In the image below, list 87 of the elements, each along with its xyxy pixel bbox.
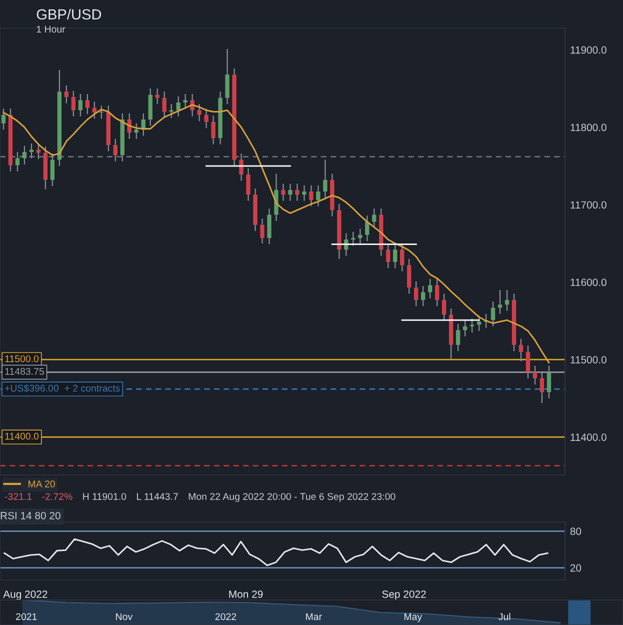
candlestick (498, 289, 502, 314)
annotation: Jul (498, 612, 510, 620)
candlestick (295, 183, 300, 202)
candlestick (169, 103, 174, 119)
candlestick (246, 168, 250, 202)
candlestick (351, 231, 356, 246)
candlestick (211, 115, 216, 145)
text: H 11901.0 (83, 493, 126, 500)
candlestick (92, 101, 97, 120)
y-tick-label: 11500.0 (570, 356, 606, 364)
candlestick (288, 183, 292, 202)
candlestick (1, 108, 6, 130)
annotation: 2022 (215, 613, 236, 620)
y-tick-label: 80 (570, 528, 582, 536)
candlestick (365, 214, 370, 242)
ref-line-label: 11400.0 (5, 432, 39, 440)
y-tick-label: 11900.0 (570, 46, 606, 54)
candlestick (393, 242, 398, 269)
text: L 11443.7 (136, 493, 178, 500)
candlestick (476, 314, 482, 332)
text: Sep 2022 (382, 590, 426, 600)
candlestick (71, 90, 76, 117)
candlestick (316, 184, 320, 207)
text: Mon 22 Aug 2022 20:00 - Tue 6 Sep 2022 23:00 (188, 493, 396, 502)
candlestick (239, 153, 244, 182)
candlestick (309, 184, 314, 207)
text: Mon 29 (229, 590, 263, 598)
candlestick (490, 300, 496, 327)
candlestick (85, 93, 90, 115)
candlestick (204, 108, 208, 129)
candlestick (532, 365, 538, 385)
candlestick (176, 96, 180, 117)
y-tick-label: 20 (570, 564, 582, 572)
y-tick-label: 11800.0 (570, 124, 606, 132)
text: -321.1 (4, 493, 32, 500)
candlestick (358, 228, 362, 245)
candlestick (162, 91, 166, 119)
candlestick (36, 142, 41, 160)
ref-line-label: +US$396.00 + 2 contracts (4, 384, 120, 392)
chart-title: RSI 14 80 20 (0, 512, 60, 520)
candlestick (22, 145, 27, 165)
candlestick (323, 159, 328, 198)
candlestick (183, 93, 188, 110)
text: MA 20 (28, 480, 55, 488)
chart-subtitle: 1 Hour (36, 26, 66, 33)
annotation: Nov (116, 613, 133, 620)
text: -2.72% (42, 493, 72, 500)
candlestick (546, 365, 552, 399)
candlestick (421, 285, 426, 307)
annotation: 2021 (16, 613, 37, 620)
candlestick (434, 278, 440, 307)
candlestick (400, 242, 404, 272)
candlestick (344, 232, 348, 256)
candlestick (470, 318, 474, 334)
candlestick (15, 151, 20, 172)
candlestick (29, 142, 34, 159)
y-tick-label: 11600.0 (570, 278, 606, 286)
candlestick (504, 289, 510, 312)
line-series (4, 538, 548, 566)
candlestick (442, 293, 446, 322)
candlestick (526, 345, 530, 379)
candlestick (225, 48, 230, 105)
candlestick (64, 84, 69, 104)
candlestick (134, 122, 138, 140)
candlestick (386, 242, 390, 269)
y-tick-label: 11400.0 (570, 434, 606, 441)
candlestick (197, 103, 202, 122)
annotation: May (404, 613, 422, 622)
candlestick (281, 183, 286, 202)
ref-line-label: 11483.75 (5, 368, 44, 375)
candlestick (407, 258, 412, 294)
candlestick (260, 218, 264, 244)
candlestick (302, 184, 306, 202)
candlestick (518, 338, 524, 362)
annotation: Mar (306, 613, 322, 620)
candlestick (414, 280, 418, 307)
chart-title: GBP/USD (36, 8, 102, 20)
candlestick (267, 208, 272, 245)
y-tick-label: 11700.0 (570, 201, 606, 209)
candlestick (456, 323, 460, 352)
candlestick (155, 88, 160, 105)
candlestick (50, 153, 55, 187)
candlestick (113, 138, 118, 162)
candlestick (540, 371, 544, 404)
text: Aug 2022 (3, 590, 48, 600)
ref-line-label: 11500.0 (5, 355, 39, 362)
candlestick (78, 93, 83, 117)
